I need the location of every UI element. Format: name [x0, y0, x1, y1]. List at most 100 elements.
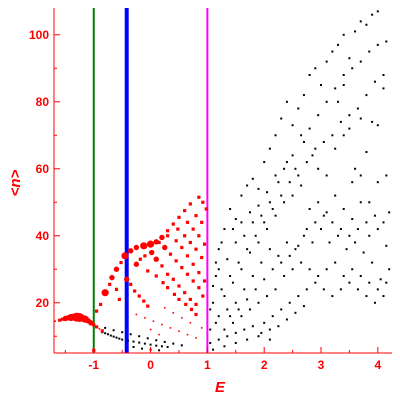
data-point [140, 242, 148, 250]
data-point [339, 120, 342, 123]
data-point [376, 124, 379, 127]
data-point [348, 234, 351, 237]
data-point [274, 174, 277, 177]
data-point [385, 174, 388, 177]
data-point [146, 337, 149, 340]
data-point [197, 271, 201, 275]
data-point [200, 220, 204, 224]
data-point [283, 167, 286, 170]
data-point [135, 313, 138, 316]
data-point [189, 307, 194, 312]
data-point [268, 147, 271, 150]
data-point [109, 274, 115, 281]
data-point [373, 301, 376, 304]
data-point [248, 308, 251, 311]
data-point [382, 295, 385, 298]
y-ticks: 20 40 60 80 100 [29, 28, 60, 337]
data-point [60, 317, 65, 321]
data-point [127, 248, 134, 254]
data-point [112, 329, 115, 332]
data-point [376, 181, 379, 184]
data-point [339, 288, 342, 291]
x-tick-label: 0 [147, 358, 154, 372]
data-point [285, 100, 288, 103]
data-point [314, 67, 317, 70]
data-point [302, 234, 305, 237]
data-point [251, 325, 254, 328]
data-point [229, 315, 232, 318]
data-point [342, 33, 345, 36]
data-point [129, 333, 132, 336]
x-ticks: -1 0 1 2 3 4 [64, 347, 381, 372]
data-point [138, 335, 141, 338]
data-point [300, 134, 303, 137]
data-point [331, 134, 334, 137]
data-point [171, 222, 175, 226]
data-point [104, 326, 107, 329]
data-point [334, 194, 337, 197]
y-tick-label: 60 [36, 162, 50, 176]
data-point [146, 269, 150, 273]
data-point [183, 209, 187, 213]
data-point [117, 297, 121, 302]
data-point [234, 301, 237, 304]
data-point [371, 120, 374, 123]
data-point [115, 336, 118, 339]
data-point [194, 247, 198, 251]
data-point [348, 281, 351, 284]
data-point [158, 333, 160, 336]
data-point [317, 114, 320, 117]
x-tick-label: -1 [88, 358, 99, 372]
data-point [126, 339, 129, 342]
data-point [351, 181, 354, 184]
data-point [342, 73, 345, 76]
data-point [268, 248, 271, 251]
data-point [163, 306, 166, 309]
data-point [132, 340, 135, 343]
data-point [334, 261, 337, 264]
data-point [119, 260, 123, 265]
data-point [308, 73, 311, 76]
data-point [300, 184, 303, 187]
x-tick-label: 1 [204, 358, 211, 372]
data-point [144, 317, 146, 319]
data-point [155, 344, 158, 347]
data-point [204, 207, 208, 211]
data-point [322, 214, 325, 217]
data-point [376, 288, 379, 291]
x-axis-title: E [215, 379, 226, 396]
data-point [257, 241, 260, 244]
data-point [113, 266, 120, 272]
data-point [183, 234, 187, 238]
data-point [158, 349, 161, 352]
data-point [385, 281, 388, 284]
data-point [305, 288, 308, 291]
axes [53, 8, 392, 354]
x-tick-label: 4 [374, 358, 381, 372]
data-point [280, 261, 283, 264]
data-point [373, 214, 376, 217]
data-point [161, 281, 165, 285]
data-point [260, 261, 263, 264]
data-point [223, 228, 226, 231]
data-point [348, 114, 351, 117]
data-point [133, 289, 137, 293]
data-point [229, 274, 232, 277]
data-point [168, 252, 173, 256]
data-point [342, 134, 345, 137]
data-point [155, 339, 158, 342]
data-point [226, 258, 229, 261]
data-point [243, 288, 246, 291]
data-point [114, 287, 119, 291]
data-point [331, 221, 334, 224]
data-point [322, 288, 325, 291]
data-point [356, 228, 359, 231]
data-point [251, 177, 254, 180]
data-point [220, 288, 223, 291]
data-point [104, 332, 107, 335]
data-point [217, 338, 220, 341]
data-point [240, 221, 243, 224]
data-point [302, 94, 305, 97]
data-point [294, 311, 297, 314]
data-point [337, 234, 340, 237]
